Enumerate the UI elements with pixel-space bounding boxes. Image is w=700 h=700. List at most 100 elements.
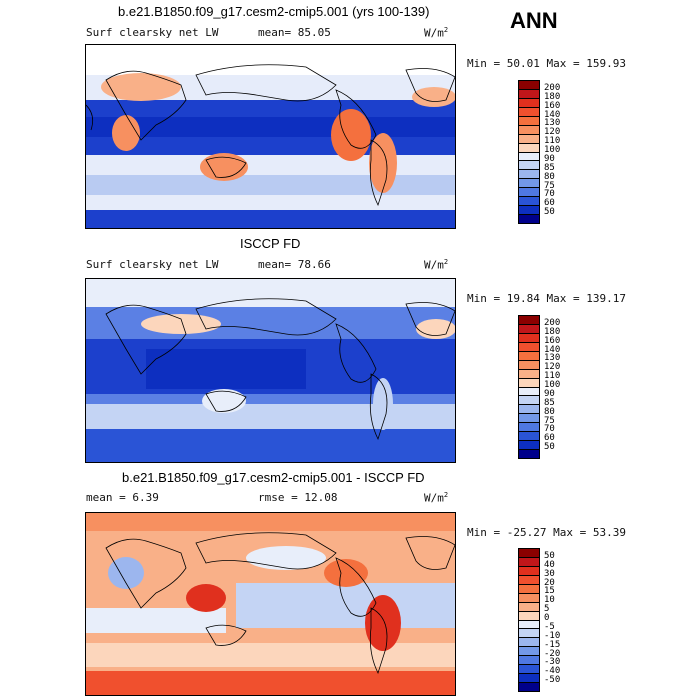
- panel-2-variable-label: Surf clearsky net LW: [86, 258, 219, 271]
- colorbar-tick-label: 15: [544, 586, 555, 597]
- colorbar-tick-label: 5: [544, 604, 550, 615]
- colorbar-swatch: [519, 134, 539, 144]
- colorbar-swatch: [519, 674, 539, 684]
- colorbar-swatch: [519, 215, 539, 223]
- panel-1-minmax: Min = 50.01 Max = 159.93: [467, 57, 626, 70]
- colorbar-swatch: [519, 638, 539, 648]
- colorbar-swatch: [519, 179, 539, 189]
- colorbar-swatch: [519, 342, 539, 352]
- colorbar-swatch: [519, 378, 539, 388]
- season-label: ANN: [510, 8, 558, 33]
- panel-2-map: [85, 278, 456, 463]
- panel-1-units: W/m2: [424, 26, 449, 40]
- colorbar-swatch: [519, 81, 539, 90]
- colorbar-swatch: [519, 324, 539, 334]
- colorbar-tick-label: -10: [544, 630, 561, 641]
- colorbar-tick-label: 60: [544, 198, 555, 209]
- colorbar-tick-label: 40: [544, 559, 555, 570]
- colorbar-tick-label: 50: [544, 550, 555, 561]
- colorbar-swatch: [519, 620, 539, 630]
- colorbar-swatch: [519, 405, 539, 415]
- colorbar-tick-label: 140: [544, 344, 561, 355]
- colorbar-tick-label: 100: [544, 380, 561, 390]
- panel-2-heatmap: [86, 279, 455, 462]
- colorbar-swatch: [519, 170, 539, 180]
- colorbar-tick-label: 200: [544, 82, 561, 93]
- colorbar-swatch: [519, 683, 539, 691]
- panel-2-units: W/m2: [424, 258, 449, 272]
- panel-2-mean-label: mean= 78.66: [258, 258, 331, 271]
- colorbar-tick-label: 80: [544, 406, 555, 417]
- colorbar-tick-label: 60: [544, 433, 555, 444]
- colorbar-tick-label: 75: [544, 415, 555, 426]
- colorbar-swatch: [519, 575, 539, 585]
- colorbar-swatch: [519, 611, 539, 621]
- colorbar-swatch: [519, 107, 539, 117]
- panel-1-variable-label: Surf clearsky net LW: [86, 26, 219, 39]
- colorbar-tick-label: 75: [544, 180, 555, 191]
- colorbar-tick-label: 85: [544, 397, 555, 408]
- colorbar-swatch: [519, 125, 539, 135]
- colorbar-swatch: [519, 584, 539, 594]
- colorbar-tick-label: -20: [544, 648, 561, 659]
- panel-3-heatmap: [86, 513, 455, 695]
- colorbar-tick-label: -15: [544, 639, 561, 650]
- panel-3-minmax: Min = -25.27 Max = 53.39: [467, 526, 626, 539]
- colorbar-swatch: [519, 351, 539, 361]
- panel-3-title: b.e21.B1850.f09_g17.cesm2-cmip5.001 - IS…: [122, 470, 425, 485]
- panel-3-rmse-label: rmse = 12.08: [258, 491, 338, 504]
- panel-1-title: b.e21.B1850.f09_g17.cesm2-cmip5.001 (yrs…: [118, 4, 430, 19]
- colorbar-tick-label: 90: [544, 153, 555, 164]
- colorbar-tick-label: 50: [544, 442, 555, 453]
- colorbar-tick-label: 130: [544, 118, 561, 129]
- colorbar-swatch: [519, 549, 539, 558]
- colorbar-swatch: [519, 98, 539, 108]
- colorbar-swatch: [519, 414, 539, 424]
- colorbar-swatch: [519, 188, 539, 198]
- colorbar-swatch: [519, 89, 539, 99]
- colorbar-tick-label: 180: [544, 91, 561, 102]
- colorbar-tick-label: 120: [544, 362, 561, 373]
- panel-2-colorbar: [518, 315, 540, 459]
- panel-1-colorbar: [518, 80, 540, 224]
- colorbar-tick-label: 180: [544, 326, 561, 337]
- colorbar-swatch: [519, 441, 539, 451]
- colorbar-tick-label: 130: [544, 353, 561, 364]
- panel-3-mean-label: mean = 6.39: [86, 491, 159, 504]
- colorbar-tick-label: -40: [544, 666, 561, 677]
- colorbar-swatch: [519, 450, 539, 458]
- colorbar-swatch: [519, 656, 539, 666]
- colorbar-tick-label: 110: [544, 371, 561, 382]
- panel-1-heatmap: [86, 45, 455, 228]
- colorbar-swatch: [519, 593, 539, 603]
- colorbar-tick-label: 90: [544, 388, 555, 399]
- colorbar-swatch: [519, 360, 539, 370]
- panel-3-colorbar: [518, 548, 540, 692]
- colorbar-tick-label: 100: [544, 145, 561, 155]
- colorbar-swatch: [519, 432, 539, 442]
- colorbar-swatch: [519, 566, 539, 576]
- colorbar-swatch: [519, 197, 539, 207]
- colorbar-swatch: [519, 116, 539, 126]
- colorbar-swatch: [519, 333, 539, 343]
- colorbar-tick-label: -50: [544, 675, 561, 686]
- colorbar-tick-label: 10: [544, 595, 555, 606]
- colorbar-tick-label: 140: [544, 109, 561, 120]
- colorbar-swatch: [519, 161, 539, 171]
- colorbar-swatch: [519, 647, 539, 657]
- colorbar-tick-label: 0: [544, 613, 550, 623]
- colorbar-tick-label: 70: [544, 424, 555, 435]
- colorbar-tick-label: 110: [544, 136, 561, 147]
- colorbar-tick-label: 50: [544, 207, 555, 218]
- colorbar-tick-label: -30: [544, 657, 561, 668]
- colorbar-swatch: [519, 387, 539, 397]
- colorbar-swatch: [519, 557, 539, 567]
- colorbar-tick-label: 85: [544, 162, 555, 173]
- colorbar-tick-label: 70: [544, 189, 555, 200]
- colorbar-tick-label: 30: [544, 568, 555, 579]
- colorbar-tick-label: 20: [544, 577, 555, 588]
- colorbar-swatch: [519, 316, 539, 325]
- panel-2-title: ISCCP FD: [240, 236, 301, 251]
- colorbar-tick-label: 120: [544, 127, 561, 138]
- colorbar-swatch: [519, 665, 539, 675]
